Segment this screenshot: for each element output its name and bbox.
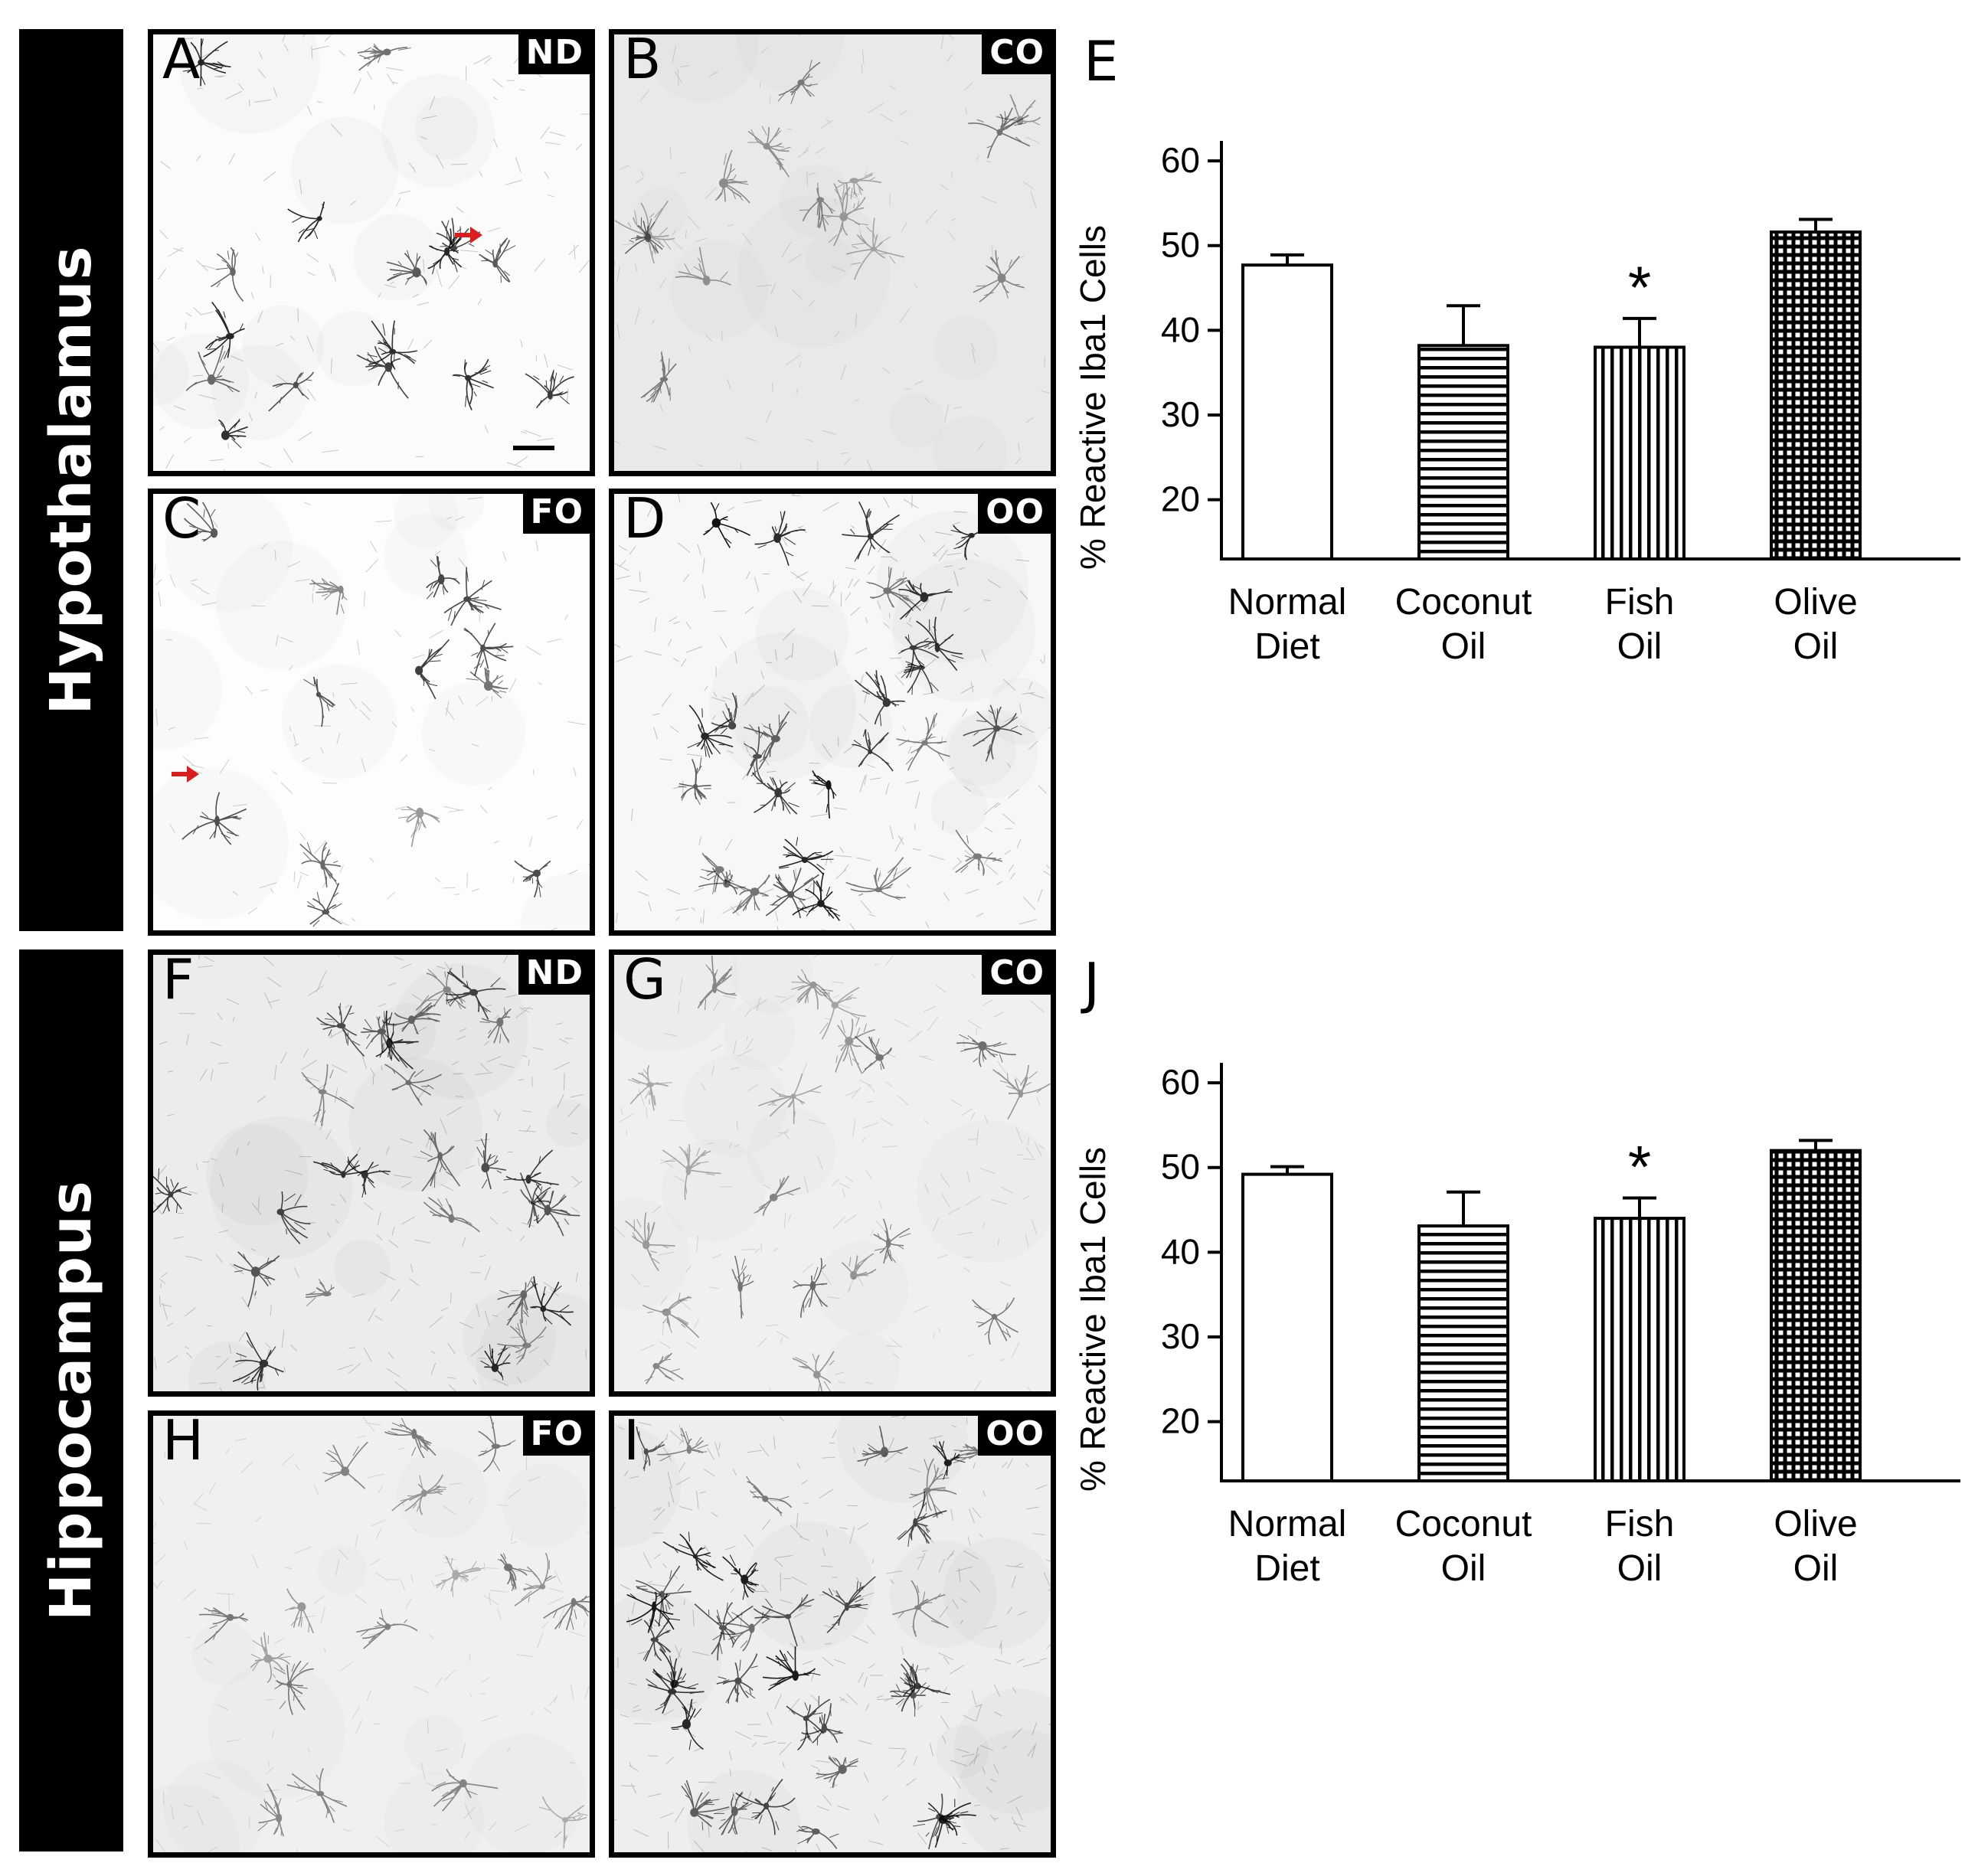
bar bbox=[1770, 1149, 1862, 1482]
bar bbox=[1417, 1224, 1509, 1483]
significance-marker: * bbox=[1628, 1133, 1651, 1201]
micrograph-image-i bbox=[614, 1416, 1051, 1852]
region-label-hippocampus: Hippocampus bbox=[38, 1180, 104, 1621]
y-tick-label: 50 bbox=[1161, 1147, 1200, 1187]
micrograph-panel-h: H FO bbox=[148, 1410, 595, 1858]
x-category-label: Olive bbox=[1774, 582, 1857, 623]
diet-tag-i: OO bbox=[978, 1416, 1051, 1456]
bar bbox=[1241, 263, 1333, 561]
bar bbox=[1594, 1217, 1685, 1482]
panel-letter-i: I bbox=[623, 1410, 640, 1472]
diet-tag-d: OO bbox=[978, 494, 1051, 534]
x-category-label: Olive bbox=[1774, 1504, 1857, 1544]
panel-letter-a: A bbox=[162, 29, 201, 91]
y-tick-label: 20 bbox=[1161, 1401, 1200, 1441]
x-category-label: Oil bbox=[1793, 1548, 1839, 1589]
x-category-label: Normal bbox=[1228, 1504, 1347, 1544]
region-band-hypothalamus: Hypothalamus bbox=[19, 29, 123, 931]
micrograph-panel-b: B CO bbox=[609, 29, 1056, 476]
x-category-label: Diet bbox=[1254, 1548, 1319, 1589]
x-category-label: Normal bbox=[1228, 582, 1347, 623]
micrograph-image-d bbox=[614, 494, 1051, 930]
region-band-hippocampus: Hippocampus bbox=[19, 949, 123, 1851]
y-axis-label: % Reactive Iba1 Cells bbox=[1073, 1147, 1113, 1492]
panel-letter-d: D bbox=[623, 489, 666, 551]
bar bbox=[1417, 344, 1509, 561]
region-label-hypothalamus: Hypothalamus bbox=[38, 245, 104, 715]
y-tick-label: 60 bbox=[1161, 1062, 1200, 1102]
x-category-label: Coconut bbox=[1395, 1504, 1532, 1544]
y-axis-label: % Reactive Iba1 Cells bbox=[1073, 225, 1113, 570]
x-category-label: Diet bbox=[1254, 626, 1319, 667]
diet-tag-f: ND bbox=[518, 955, 590, 995]
panel-letter-b: B bbox=[623, 29, 662, 91]
x-category-label: Coconut bbox=[1395, 582, 1532, 623]
y-tick-label: 30 bbox=[1161, 1316, 1200, 1356]
x-category-label: Oil bbox=[1441, 626, 1486, 667]
y-tick-label: 60 bbox=[1161, 140, 1200, 180]
bar bbox=[1594, 345, 1685, 561]
panel-letter-f: F bbox=[162, 949, 195, 1012]
micrograph-image-f bbox=[153, 955, 590, 1391]
chart-letter-j: J bbox=[1084, 951, 1100, 1015]
micrograph-panel-d: D OO bbox=[609, 489, 1056, 936]
bar-chart-hippocampus: 20 30 40 50 60 % Reactive Iba1 Cells NormalDie… bbox=[1073, 1062, 1960, 1589]
micrograph-image-c bbox=[153, 494, 590, 930]
significance-marker: * bbox=[1628, 253, 1651, 321]
micrograph-image-a bbox=[153, 34, 590, 471]
micrograph-panel-a: A ND bbox=[148, 29, 595, 476]
x-category-label: Oil bbox=[1617, 1548, 1663, 1589]
y-tick-label: 30 bbox=[1161, 394, 1200, 434]
y-tick-label: 40 bbox=[1161, 309, 1200, 349]
micrograph-panel-g: G CO bbox=[609, 949, 1056, 1397]
x-category-label: Fish bbox=[1605, 582, 1675, 623]
diet-tag-a: ND bbox=[518, 34, 590, 74]
x-category-label: Fish bbox=[1605, 1504, 1675, 1544]
x-category-label: Oil bbox=[1441, 1548, 1486, 1589]
y-tick-label: 20 bbox=[1161, 479, 1200, 519]
micrograph-image-h bbox=[153, 1416, 590, 1852]
micrograph-panel-f: F ND bbox=[148, 949, 595, 1397]
x-category-label: Oil bbox=[1617, 626, 1663, 667]
chart-letter-e: E bbox=[1084, 29, 1119, 93]
diet-tag-b: CO bbox=[982, 34, 1051, 74]
micrograph-panel-i: I OO bbox=[609, 1410, 1056, 1858]
bar bbox=[1770, 230, 1862, 561]
scale-bar bbox=[513, 446, 554, 450]
red-arrow-icon bbox=[455, 227, 482, 243]
diet-tag-c: FO bbox=[522, 494, 590, 534]
micrograph-image-b bbox=[614, 34, 1051, 471]
diet-tag-g: CO bbox=[982, 955, 1051, 995]
bar-chart-hypothalamus: 20 30 40 50 60 % Reactive Iba1 Cells NormalDie… bbox=[1073, 140, 1960, 667]
bar bbox=[1241, 1172, 1333, 1482]
panel-letter-g: G bbox=[623, 949, 666, 1012]
y-tick-label: 50 bbox=[1161, 225, 1200, 265]
panel-letter-h: H bbox=[162, 1410, 204, 1472]
panel-letter-c: C bbox=[162, 489, 201, 551]
micrograph-panel-c: C FO bbox=[148, 489, 595, 936]
red-arrow-icon bbox=[172, 766, 199, 783]
diet-tag-h: FO bbox=[522, 1416, 590, 1456]
y-tick-label: 40 bbox=[1161, 1231, 1200, 1271]
micrograph-image-g bbox=[614, 955, 1051, 1391]
x-category-label: Oil bbox=[1793, 626, 1839, 667]
